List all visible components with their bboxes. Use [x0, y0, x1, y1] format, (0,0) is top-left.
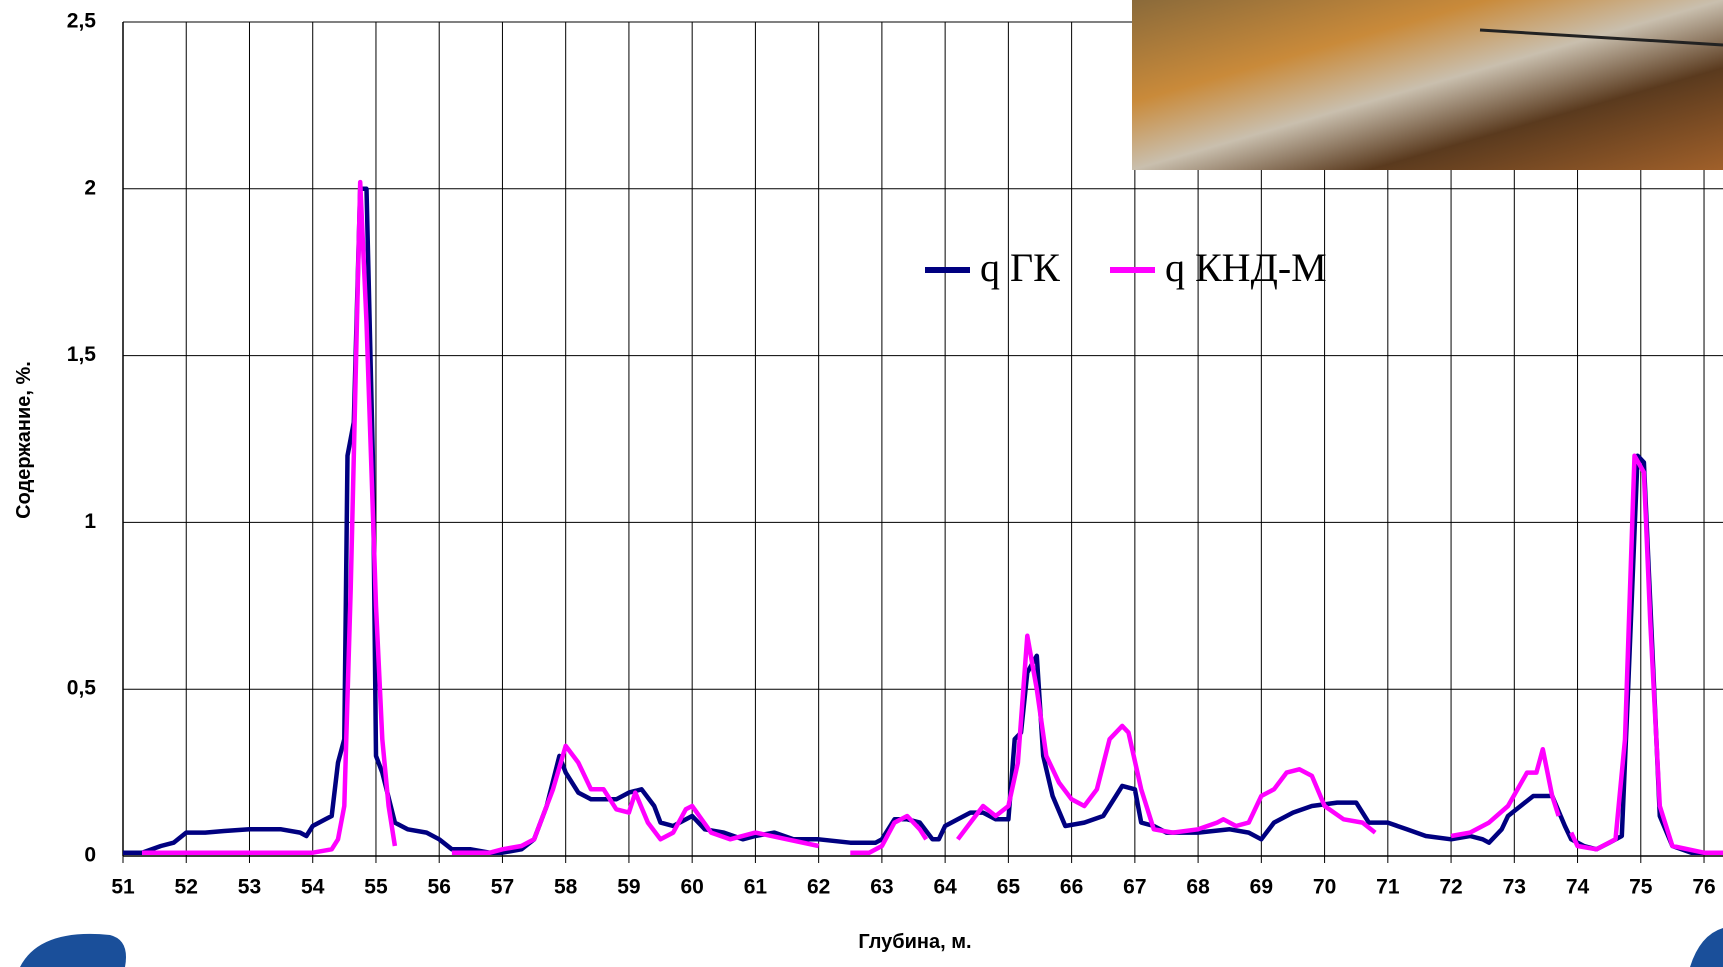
x-tick-label: 60 [680, 876, 703, 899]
x-tick-label: 67 [1123, 876, 1146, 899]
x-tick-label: 52 [175, 876, 198, 899]
x-tick-label: 69 [1250, 876, 1273, 899]
x-tick-label: 63 [870, 876, 893, 899]
x-tick-label: 53 [238, 876, 261, 899]
x-tick-label: 68 [1186, 876, 1210, 899]
y-tick-label: 0 [84, 844, 96, 867]
x-tick-label: 74 [1566, 876, 1590, 899]
y-tick-label: 2,5 [67, 10, 97, 33]
photo-cable [1479, 28, 1723, 47]
x-tick-label: 61 [744, 876, 768, 899]
logo-right [1690, 928, 1723, 967]
y-tick-label: 1 [84, 510, 96, 533]
plot-area: q ГК q КНД-М [123, 179, 1723, 855]
legend-label: q КНД-М [1165, 245, 1327, 290]
x-tick-label: 65 [997, 876, 1021, 899]
grid: 0 0,5 1 1,5 2 2,5 51 52 53 54 55 56 57 58 59 60 61 62 63 64… [67, 10, 1723, 899]
x-tick-label: 56 [428, 876, 451, 899]
x-tick-label: 66 [1060, 876, 1083, 899]
x-tick-label: 73 [1503, 876, 1526, 899]
x-tick-label: 58 [554, 876, 578, 899]
x-tick-label: 70 [1313, 876, 1336, 899]
x-tick-label: 55 [364, 876, 388, 899]
x-tick-label: 51 [111, 876, 135, 899]
series-line [123, 186, 1723, 855]
x-tick-label: 54 [301, 876, 325, 899]
y-tick-label: 0,5 [67, 677, 97, 700]
logo-left [20, 933, 126, 967]
x-axis-title: Глубина, м. [858, 931, 971, 953]
x-tick-label: 71 [1376, 876, 1400, 899]
x-tick-label: 59 [617, 876, 640, 899]
y-tick-label: 1,5 [67, 343, 97, 366]
x-tick-label: 57 [491, 876, 514, 899]
x-tick-label: 76 [1692, 876, 1715, 899]
photo [1132, 0, 1723, 170]
y-tick-label: 2 [84, 176, 96, 199]
x-tick-label: 62 [807, 876, 830, 899]
x-tick-label: 72 [1439, 876, 1462, 899]
series-line [142, 179, 1723, 855]
legend-label: q ГК [980, 245, 1060, 290]
x-tick-label: 75 [1629, 876, 1653, 899]
x-tick-label: 64 [933, 876, 957, 899]
y-axis-title: Содержание, %. [13, 361, 35, 519]
